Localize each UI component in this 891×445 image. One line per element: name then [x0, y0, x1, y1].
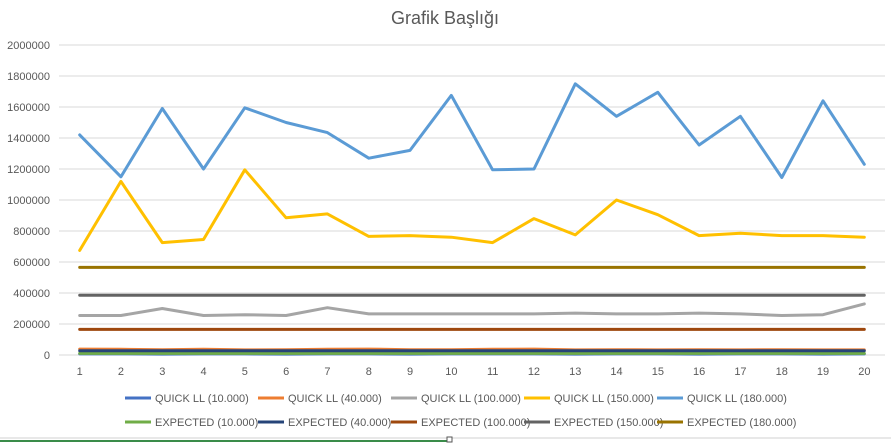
y-tick-label: 400000	[13, 288, 50, 300]
x-tick-label: 19	[817, 366, 829, 378]
gridlines	[59, 44, 885, 356]
y-tick-label: 1200000	[7, 164, 50, 176]
x-tick-label: 11	[487, 366, 498, 378]
legend-label: QUICK LL (100.000)	[421, 393, 521, 405]
x-tick-label: 13	[569, 366, 581, 378]
y-tick-label: 1400000	[7, 133, 50, 145]
legend-item[interactable]: QUICK LL (10.000)	[125, 393, 249, 405]
legend[interactable]: QUICK LL (10.000) QUICK LL (40.000) QUICK …	[125, 393, 796, 429]
series-line-4	[78, 82, 866, 179]
y-tick-label: 0	[44, 350, 50, 362]
x-tick-label: 10	[445, 366, 457, 378]
legend-label: EXPECTED (40.000)	[288, 417, 391, 429]
y-tick-label: 2000000	[7, 40, 50, 52]
chart-title[interactable]: Grafik Başlığı	[391, 8, 499, 28]
series-line-2	[78, 302, 866, 317]
legend-item[interactable]: EXPECTED (10.000)	[125, 417, 258, 429]
legend-label: QUICK LL (150.000)	[554, 393, 654, 405]
x-tick-label: 8	[366, 366, 372, 378]
legend-label: EXPECTED (150.000)	[554, 417, 663, 429]
legend-item[interactable]: EXPECTED (40.000)	[258, 417, 391, 429]
y-tick-label: 1800000	[7, 71, 50, 83]
legend-item[interactable]: QUICK LL (100.000)	[391, 393, 521, 405]
x-tick-label: 1	[77, 366, 83, 378]
legend-item[interactable]: EXPECTED (100.000)	[391, 417, 530, 429]
y-tick-label: 600000	[13, 257, 50, 269]
x-tick-label: 16	[693, 366, 705, 378]
legend-label: QUICK LL (10.000)	[155, 393, 249, 405]
x-tick-label: 14	[610, 366, 622, 378]
spreadsheet-edge	[0, 436, 891, 443]
x-tick-label: 9	[407, 366, 413, 378]
series-line-3	[78, 168, 866, 252]
legend-label: QUICK LL (180.000)	[687, 393, 787, 405]
x-tick-label: 17	[734, 366, 746, 378]
y-tick-label: 800000	[13, 226, 50, 238]
resize-handle[interactable]	[446, 436, 453, 443]
legend-label: EXPECTED (100.000)	[421, 417, 530, 429]
x-tick-label: 20	[858, 366, 870, 378]
legend-item[interactable]: QUICK LL (150.000)	[524, 393, 654, 405]
legend-label: EXPECTED (180.000)	[687, 417, 796, 429]
legend-label: EXPECTED (10.000)	[155, 417, 258, 429]
y-tick-label: 200000	[13, 319, 50, 331]
x-tick-label: 18	[776, 366, 788, 378]
x-tick-label: 15	[652, 366, 664, 378]
legend-item[interactable]: QUICK LL (180.000)	[657, 393, 787, 405]
y-tick-label: 1000000	[7, 195, 50, 207]
x-tick-label: 4	[200, 366, 206, 378]
x-tick-label: 6	[283, 366, 289, 378]
legend-item[interactable]: QUICK LL (40.000)	[258, 393, 382, 405]
x-tick-label: 3	[159, 366, 165, 378]
legend-item[interactable]: EXPECTED (150.000)	[524, 417, 663, 429]
x-tick-label: 2	[118, 366, 124, 378]
y-axis-tick-labels: 0 200000 400000 600000 800000 1000000 1200000 1…	[7, 40, 50, 362]
x-axis-tick-labels: 1 2 3 4 5 6 7 8 9 10 11 12 13 14 15 16 17 18 19 20	[77, 366, 871, 378]
legend-item[interactable]: EXPECTED (180.000)	[657, 417, 796, 429]
series-lines	[78, 82, 866, 356]
x-tick-label: 7	[324, 366, 330, 378]
legend-label: QUICK LL (40.000)	[288, 393, 382, 405]
x-tick-label: 5	[242, 366, 248, 378]
y-tick-label: 1600000	[7, 102, 50, 114]
x-tick-label: 12	[528, 366, 540, 378]
